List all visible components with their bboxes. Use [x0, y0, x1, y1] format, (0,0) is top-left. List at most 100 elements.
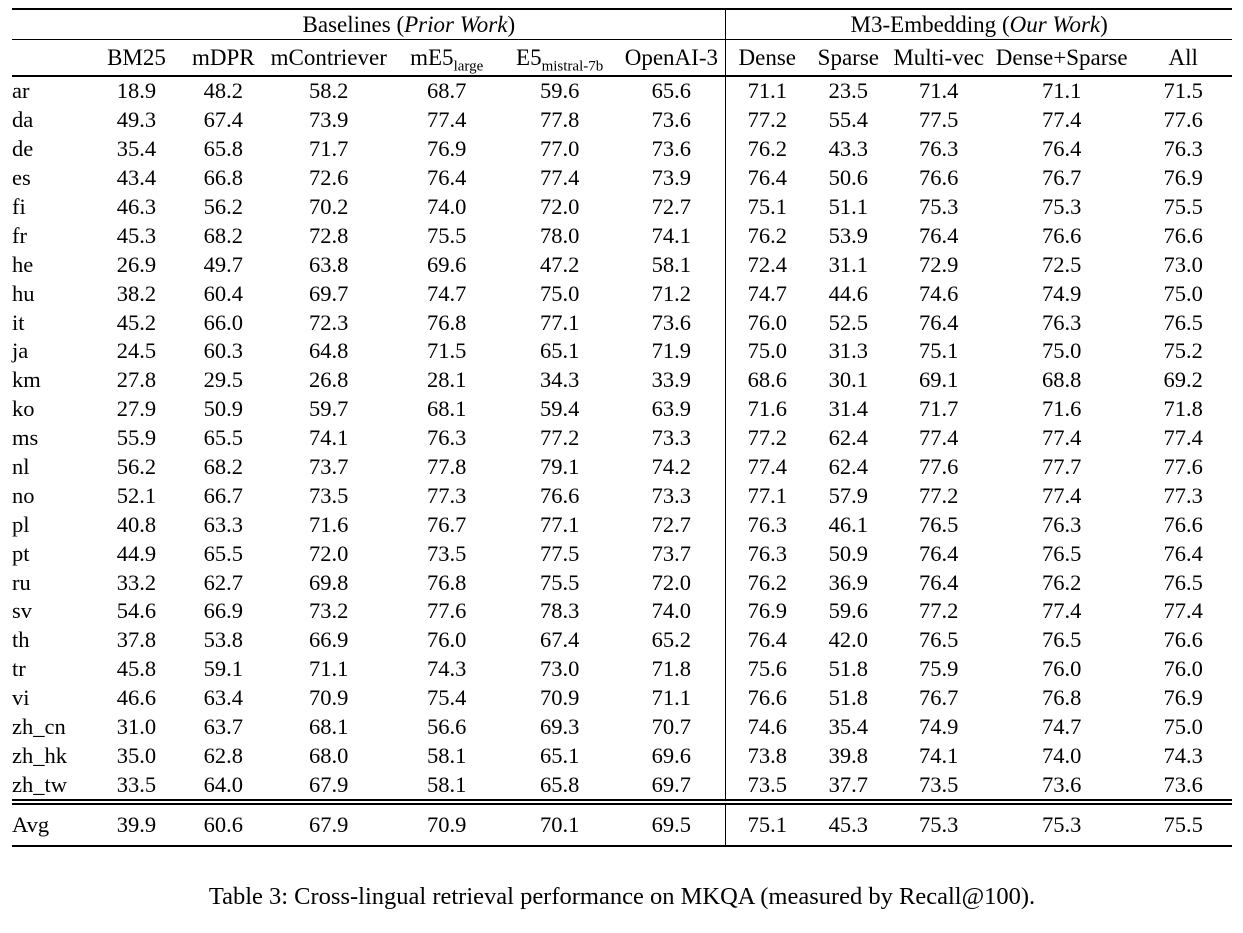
- table-cell: 46.3: [116, 194, 157, 219]
- table-cell: 18.9: [116, 78, 157, 104]
- table-cell: 68.0: [309, 742, 349, 768]
- table-cell: 77.5: [919, 107, 959, 133]
- lang-label: it: [12, 309, 25, 335]
- table-cell: 76.4: [919, 222, 959, 248]
- lang-label: hu: [12, 280, 35, 306]
- table-cell: 71.2: [651, 280, 692, 306]
- table-cell: 71.7: [919, 396, 959, 422]
- table-cell: 73.9: [309, 107, 349, 133]
- column-header-e5: E5mistral-7b: [501, 39, 618, 77]
- table-cell: 63.8: [309, 251, 349, 277]
- table-cell: 69.7: [309, 280, 349, 306]
- lang-label: es: [12, 165, 31, 191]
- lang-label: pl: [12, 511, 30, 537]
- table-cell: 68.1: [309, 714, 349, 740]
- table-cell: 45.2: [116, 309, 157, 335]
- table-cell: 73.6: [651, 136, 692, 162]
- table-cell: 51.8: [828, 685, 869, 711]
- table-cell: 26.8: [309, 367, 349, 393]
- table-cell: 74.1: [919, 742, 959, 768]
- table-cell: 65.5: [203, 425, 243, 451]
- table-cell: 63.9: [651, 396, 692, 422]
- table-row-vi: vi 46.6 63.4 70.9 75.4 70.9 71.1 76.6 51.8 76.7 76…: [12, 683, 1232, 713]
- table-cell: 72.0: [309, 540, 349, 566]
- table-cell: 71.4: [919, 78, 959, 104]
- table-cell: 70.2: [309, 194, 349, 219]
- table-cell: 55.4: [828, 107, 869, 133]
- lang-label: km: [12, 367, 41, 393]
- table-cell: 77.1: [539, 309, 580, 335]
- table-cell: 44.9: [116, 540, 157, 566]
- table-cell: 77.1: [539, 511, 580, 537]
- table-cell: 23.5: [828, 78, 869, 104]
- lang-label: da: [12, 107, 34, 133]
- table-cell: 49.3: [116, 107, 157, 133]
- table-cell: 76.3: [427, 425, 467, 451]
- column-header-bm25: BM25: [92, 39, 181, 77]
- table-cell: 75.3: [919, 194, 959, 219]
- table-row-no: no 52.1 66.7 73.5 77.3 76.6 73.3 77.1 57.9 77.2 77…: [12, 481, 1232, 511]
- table-cell: 76.4: [1163, 540, 1203, 566]
- table-cell: 69.2: [1163, 367, 1203, 393]
- table-cell: 73.3: [651, 482, 692, 508]
- table-cell: 77.0: [539, 136, 580, 162]
- table-cell: 76.0: [1163, 656, 1203, 682]
- table-cell: 77.4: [539, 165, 580, 191]
- table-cell: 70.9: [539, 685, 580, 711]
- table-cell: 71.1: [651, 685, 692, 711]
- table-cell: 56.6: [427, 714, 467, 740]
- table-cell: 76.6: [1163, 627, 1203, 653]
- table-cell: 59.6: [539, 78, 580, 104]
- table-row-km: km 27.8 29.5 26.8 28.1 34.3 33.9 68.6 30.1 69.1 68…: [12, 365, 1232, 395]
- table-cell: 72.0: [651, 569, 692, 595]
- table-cell: 28.1: [427, 367, 467, 393]
- table-cell: 54.6: [116, 598, 157, 624]
- table-cell: 76.4: [1041, 136, 1082, 162]
- table-cell: 70.9: [391, 799, 502, 847]
- table-cell: 46.6: [116, 685, 157, 711]
- table-cell: 42.0: [828, 627, 869, 653]
- table-cell: 51.8: [828, 656, 869, 682]
- table-cell: 71.5: [1163, 78, 1203, 104]
- paren-close: ): [1100, 11, 1108, 37]
- table-cell: 68.6: [725, 365, 809, 395]
- table-cell: 69.7: [651, 771, 692, 797]
- paren-open: (: [996, 11, 1010, 37]
- lang-label: nl: [12, 454, 30, 480]
- table-cell: 77.3: [427, 482, 467, 508]
- table-cell: 74.6: [919, 280, 959, 306]
- table-cell: 77.4: [1041, 482, 1082, 508]
- table-cell: 73.0: [539, 656, 580, 682]
- table-cell: 66.8: [203, 165, 243, 191]
- table-cell: 73.5: [725, 770, 809, 803]
- table-row-zh_cn: zh_cn 31.0 63.7 68.1 56.6 69.3 70.7 74.6 35.4 74.…: [12, 712, 1232, 742]
- table-cell: 65.6: [651, 78, 692, 104]
- table-cell: 73.6: [651, 309, 692, 335]
- table-cell: 73.6: [651, 107, 692, 133]
- column-header-dense: Dense: [725, 39, 809, 77]
- table-cell: 69.3: [539, 714, 580, 740]
- table-cell: 75.6: [725, 654, 809, 684]
- table-cell: 35.0: [116, 742, 157, 768]
- table-cell: 72.5: [1041, 251, 1082, 277]
- table-cell: 35.4: [116, 136, 157, 162]
- table-cell: 33.9: [651, 367, 692, 393]
- table-cell: 76.6: [1163, 222, 1203, 248]
- lang-label: zh_tw: [12, 771, 67, 797]
- table-cell: 66.9: [203, 598, 243, 624]
- table-cell: 77.2: [725, 105, 809, 135]
- table-cell: 75.0: [1041, 338, 1082, 364]
- lang-label: no: [12, 482, 35, 508]
- table-cell: 59.7: [309, 396, 349, 422]
- table-cell: 76.4: [427, 165, 467, 191]
- avg-label: Avg: [12, 799, 93, 847]
- table-cell: 76.4: [725, 625, 809, 655]
- table-row-hu: hu 38.2 60.4 69.7 74.7 75.0 71.2 74.7 44.6 74.6 74…: [12, 279, 1232, 309]
- table-row-ms: ms 55.9 65.5 74.1 76.3 77.2 73.3 77.2 62.4 77.4 77…: [12, 423, 1232, 453]
- table-cell: 72.3: [309, 309, 349, 335]
- table-cell: 76.9: [1163, 685, 1203, 711]
- table-row-nl: nl 56.2 68.2 73.7 77.8 79.1 74.2 77.4 62.4 77.6 77…: [12, 452, 1232, 482]
- paren-open: (: [390, 11, 405, 37]
- table-cell: 76.7: [919, 685, 959, 711]
- table-cell: 76.8: [427, 309, 467, 335]
